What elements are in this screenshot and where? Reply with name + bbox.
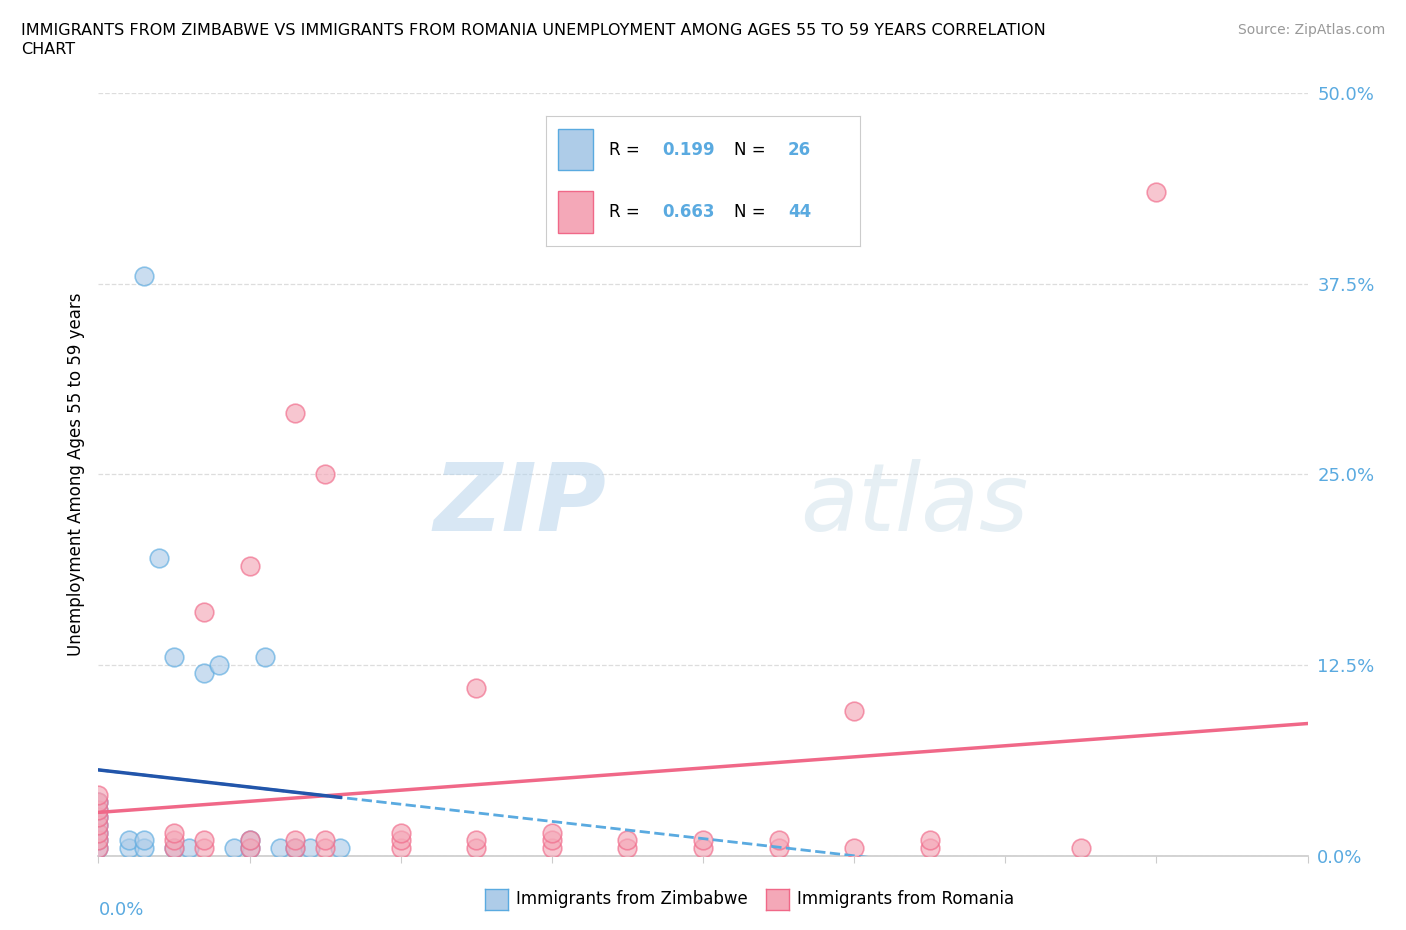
Point <box>540 833 562 848</box>
Point <box>193 841 215 856</box>
Point <box>239 833 262 848</box>
Point <box>132 269 155 284</box>
Text: ZIP: ZIP <box>433 458 606 551</box>
Point <box>87 810 110 825</box>
Point <box>844 703 866 718</box>
Y-axis label: Unemployment Among Ages 55 to 59 years: Unemployment Among Ages 55 to 59 years <box>66 293 84 656</box>
Point <box>253 650 276 665</box>
Point <box>540 841 562 856</box>
Point <box>768 841 790 856</box>
Point <box>87 795 110 810</box>
Point <box>87 803 110 817</box>
Point <box>239 841 262 856</box>
Point <box>239 841 262 856</box>
Text: atlas: atlas <box>800 459 1028 551</box>
Point <box>1070 841 1092 856</box>
Point <box>692 833 714 848</box>
Point <box>87 795 110 810</box>
Text: Source: ZipAtlas.com: Source: ZipAtlas.com <box>1237 23 1385 37</box>
Point <box>239 833 262 848</box>
Point <box>118 833 141 848</box>
Point <box>465 833 488 848</box>
Point <box>284 405 307 420</box>
Point <box>269 841 291 856</box>
Point <box>163 841 186 856</box>
Point <box>87 803 110 817</box>
Point <box>193 665 215 680</box>
Point <box>87 841 110 856</box>
Point <box>284 841 307 856</box>
Point <box>389 833 412 848</box>
Point <box>465 681 488 696</box>
Text: CHART: CHART <box>21 42 75 57</box>
Point <box>179 841 201 856</box>
Point <box>768 833 790 848</box>
Point <box>284 833 307 848</box>
Point <box>284 841 307 856</box>
Point <box>87 817 110 832</box>
Point <box>118 841 141 856</box>
Point <box>208 658 231 672</box>
Point <box>314 833 336 848</box>
Text: Immigrants from Zimbabwe: Immigrants from Zimbabwe <box>516 890 748 909</box>
Point <box>1146 185 1168 200</box>
Point <box>692 841 714 856</box>
Point <box>87 825 110 840</box>
Text: IMMIGRANTS FROM ZIMBABWE VS IMMIGRANTS FROM ROMANIA UNEMPLOYMENT AMONG AGES 55 T: IMMIGRANTS FROM ZIMBABWE VS IMMIGRANTS F… <box>21 23 1046 38</box>
Point <box>314 841 336 856</box>
Point <box>239 558 262 573</box>
Text: Immigrants from Romania: Immigrants from Romania <box>797 890 1014 909</box>
Point <box>465 841 488 856</box>
Point <box>87 833 110 848</box>
Point <box>87 833 110 848</box>
Point <box>87 825 110 840</box>
Point <box>299 841 322 856</box>
Text: 0.0%: 0.0% <box>98 901 143 920</box>
Point <box>193 833 215 848</box>
Point <box>389 841 412 856</box>
Point <box>314 467 336 482</box>
Point <box>132 833 155 848</box>
Point <box>87 841 110 856</box>
Point <box>224 841 246 856</box>
Point <box>918 841 941 856</box>
Point <box>148 551 170 565</box>
Point <box>329 841 352 856</box>
Point <box>844 841 866 856</box>
Point <box>87 817 110 832</box>
Point <box>389 825 412 840</box>
Point <box>87 810 110 825</box>
Point <box>616 833 638 848</box>
Point <box>132 841 155 856</box>
Point <box>163 825 186 840</box>
Point <box>87 787 110 802</box>
Point <box>163 841 186 856</box>
Point <box>163 650 186 665</box>
Point <box>918 833 941 848</box>
Point <box>193 604 215 619</box>
Point <box>163 833 186 848</box>
Point <box>540 825 562 840</box>
Point <box>616 841 638 856</box>
